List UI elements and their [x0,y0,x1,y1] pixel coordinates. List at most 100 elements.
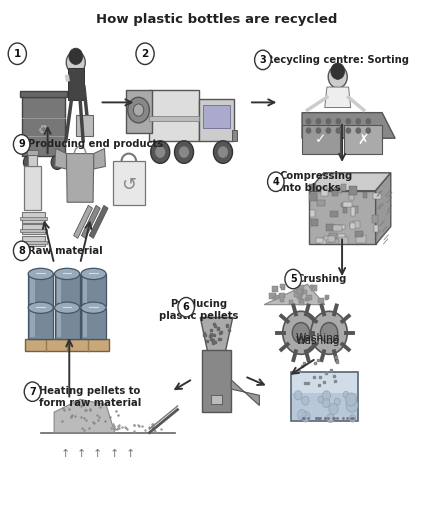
Polygon shape [310,210,314,217]
Circle shape [13,135,30,154]
Bar [318,297,324,303]
Circle shape [346,128,351,133]
Bar [269,293,276,299]
Polygon shape [324,236,329,240]
Ellipse shape [28,302,53,313]
Polygon shape [94,148,105,169]
Circle shape [366,119,371,124]
Polygon shape [373,193,381,199]
Bar [81,308,106,339]
Polygon shape [302,113,395,138]
Bar [324,297,328,300]
Text: 8: 8 [18,246,25,256]
Bar [149,116,199,121]
Circle shape [328,66,347,88]
Polygon shape [372,215,378,223]
Polygon shape [320,238,326,244]
Circle shape [292,323,310,343]
Circle shape [23,155,36,169]
Text: ↺: ↺ [121,176,136,194]
Bar [305,297,310,302]
Bar [81,205,100,238]
Text: ↑: ↑ [93,449,103,459]
Circle shape [323,399,330,408]
Bar [325,295,329,300]
Circle shape [311,311,347,354]
Polygon shape [353,206,359,212]
Circle shape [306,119,311,124]
Polygon shape [311,219,318,226]
Bar [273,296,276,300]
Bar [297,291,303,296]
Polygon shape [351,207,355,216]
Bar [30,310,35,337]
Bar [20,241,47,244]
Polygon shape [308,173,391,191]
Polygon shape [325,87,351,108]
Polygon shape [355,230,362,237]
Text: 5: 5 [290,274,297,284]
Bar [302,125,340,154]
Text: 2: 2 [142,49,149,59]
Bar [299,300,302,303]
Circle shape [283,311,319,354]
Bar [22,224,45,234]
Text: ✓: ✓ [315,133,327,146]
Circle shape [316,119,320,124]
Polygon shape [350,223,355,228]
Polygon shape [76,115,93,136]
Circle shape [66,51,85,74]
Polygon shape [341,184,346,191]
Bar [81,274,106,306]
Bar [299,300,304,305]
Polygon shape [329,233,337,239]
Circle shape [329,403,338,414]
Polygon shape [374,225,378,232]
Ellipse shape [81,268,106,280]
Text: Heating pellets to
form raw material: Heating pellets to form raw material [39,386,141,408]
Polygon shape [339,234,345,239]
Bar [272,286,278,291]
Circle shape [346,119,351,124]
Polygon shape [310,194,317,199]
Circle shape [336,119,341,124]
Bar [89,205,108,238]
Polygon shape [321,188,328,197]
Bar [83,310,87,337]
Polygon shape [309,184,316,191]
Text: Compressing
into blocks: Compressing into blocks [279,170,352,193]
Bar [291,283,296,287]
Bar [113,161,145,205]
Bar [68,68,84,100]
Polygon shape [54,399,115,433]
Bar [211,395,222,404]
Bar [57,276,61,303]
Polygon shape [375,173,391,245]
Circle shape [151,141,170,163]
Circle shape [322,391,330,401]
Bar [55,274,80,306]
Bar [304,290,307,293]
Circle shape [331,63,345,79]
Ellipse shape [28,268,53,280]
Circle shape [326,119,331,124]
Bar [288,300,293,304]
Text: ↑: ↑ [110,449,119,459]
Text: ↑: ↑ [126,449,136,459]
Polygon shape [67,154,94,202]
Circle shape [346,398,358,412]
Bar [297,294,302,299]
Text: 9: 9 [18,139,25,150]
Circle shape [301,412,310,422]
Text: Washing: Washing [296,333,340,343]
Bar [74,205,93,238]
Text: 3: 3 [259,55,266,65]
Polygon shape [349,186,357,195]
Text: 6: 6 [183,302,190,312]
Bar [55,308,80,339]
Bar [280,284,284,288]
Circle shape [219,147,227,157]
Polygon shape [349,194,354,200]
Bar [28,155,37,166]
Circle shape [136,43,154,65]
